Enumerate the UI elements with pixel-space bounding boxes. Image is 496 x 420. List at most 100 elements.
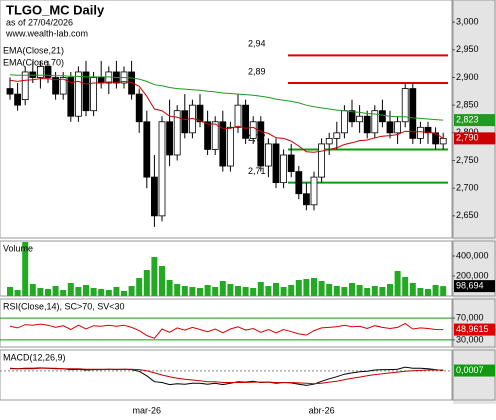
candle-body xyxy=(318,143,326,178)
panel xyxy=(0,349,453,401)
candle-body xyxy=(29,71,37,78)
candle-body xyxy=(52,77,59,95)
candle-body xyxy=(249,121,257,139)
bar xyxy=(273,283,279,296)
y-tick-label: 2,700 xyxy=(456,183,479,193)
candle-body xyxy=(371,110,379,134)
value-label: 2,790 xyxy=(456,133,479,143)
bar xyxy=(159,266,165,296)
value-label-box xyxy=(454,132,495,145)
bar xyxy=(90,288,97,296)
panel xyxy=(0,298,453,348)
candle-body xyxy=(295,171,303,195)
bar xyxy=(166,280,173,296)
bar xyxy=(181,286,188,296)
bar xyxy=(45,289,51,296)
candle-body xyxy=(432,132,440,145)
bar xyxy=(204,285,211,296)
y-tick-label: 2,950 xyxy=(456,44,479,54)
candle-body xyxy=(264,143,272,167)
candle-body xyxy=(211,121,219,150)
y-tick-label: 2,800 xyxy=(456,127,479,137)
bar xyxy=(371,286,378,296)
bar xyxy=(136,278,143,296)
series-line xyxy=(9,78,444,153)
bar xyxy=(52,286,59,296)
value-label-box xyxy=(454,323,495,336)
y-tick-label: 200,000 xyxy=(456,270,489,280)
candle-body xyxy=(439,137,447,145)
candle-body xyxy=(14,93,22,106)
axis-panel xyxy=(452,240,496,297)
bar xyxy=(235,286,241,296)
bar xyxy=(227,284,234,296)
candle-body xyxy=(416,126,424,139)
axis-panel xyxy=(452,298,496,348)
bar xyxy=(22,242,29,296)
candle-body xyxy=(340,110,348,134)
candle-body xyxy=(181,110,189,134)
candle-body xyxy=(348,110,356,123)
candle-body xyxy=(378,110,386,123)
bar xyxy=(265,286,272,296)
bar xyxy=(440,286,447,296)
bar xyxy=(341,287,348,296)
y-tick-label: 400,000 xyxy=(456,250,489,260)
series-line xyxy=(9,366,444,386)
series-line xyxy=(9,74,444,121)
candle-body xyxy=(90,77,97,112)
candle-body xyxy=(37,66,44,78)
panel xyxy=(0,240,453,297)
candle-body xyxy=(143,121,151,178)
bar xyxy=(257,282,264,296)
candle-body xyxy=(280,154,288,184)
candle-body xyxy=(158,121,166,217)
y-tick-label: 2,650 xyxy=(456,210,479,220)
chart-title: TLGO_MC Daily xyxy=(6,2,105,17)
candle-body xyxy=(386,121,394,134)
x-tick-label: abr-26 xyxy=(309,405,335,415)
candle-body xyxy=(150,176,158,217)
bar xyxy=(379,287,386,296)
bar xyxy=(387,284,393,296)
candle-body xyxy=(325,137,333,145)
bar xyxy=(151,257,158,296)
candle-body xyxy=(401,88,409,123)
bar xyxy=(128,286,135,296)
candle-body xyxy=(75,71,82,117)
candle-body xyxy=(173,110,181,156)
bar xyxy=(311,278,317,296)
bar xyxy=(75,287,82,296)
candle-body xyxy=(166,121,174,156)
legend-entry: EMA(Close,21) xyxy=(3,45,64,55)
bar xyxy=(83,285,89,296)
y-tick-label: 70,000 xyxy=(456,312,484,322)
bar xyxy=(280,287,287,296)
candle-body xyxy=(409,88,417,139)
bar xyxy=(143,270,150,296)
bar xyxy=(250,288,257,296)
candle-body xyxy=(234,104,242,128)
bar xyxy=(219,281,226,296)
value-label: 48,9615 xyxy=(456,324,489,334)
candle-body xyxy=(219,121,227,167)
y-tick-label: 3,000 xyxy=(456,17,479,27)
candle-body xyxy=(424,126,432,134)
candle-body xyxy=(44,66,52,78)
panel-title: MACD(12,26,9) xyxy=(3,352,66,362)
level-label: 2,77 xyxy=(248,133,266,143)
value-label: 0,0007 xyxy=(456,365,484,375)
bar xyxy=(356,285,363,296)
bar xyxy=(121,291,127,296)
candle-body xyxy=(226,126,234,167)
y-tick-label: 2,850 xyxy=(456,100,479,110)
candle-body xyxy=(67,77,75,117)
bar xyxy=(98,289,105,296)
value-label: 2,823 xyxy=(456,114,479,124)
candle-body xyxy=(363,115,371,134)
bar xyxy=(364,288,371,296)
candle-body xyxy=(59,77,67,95)
candle-body xyxy=(242,104,250,139)
